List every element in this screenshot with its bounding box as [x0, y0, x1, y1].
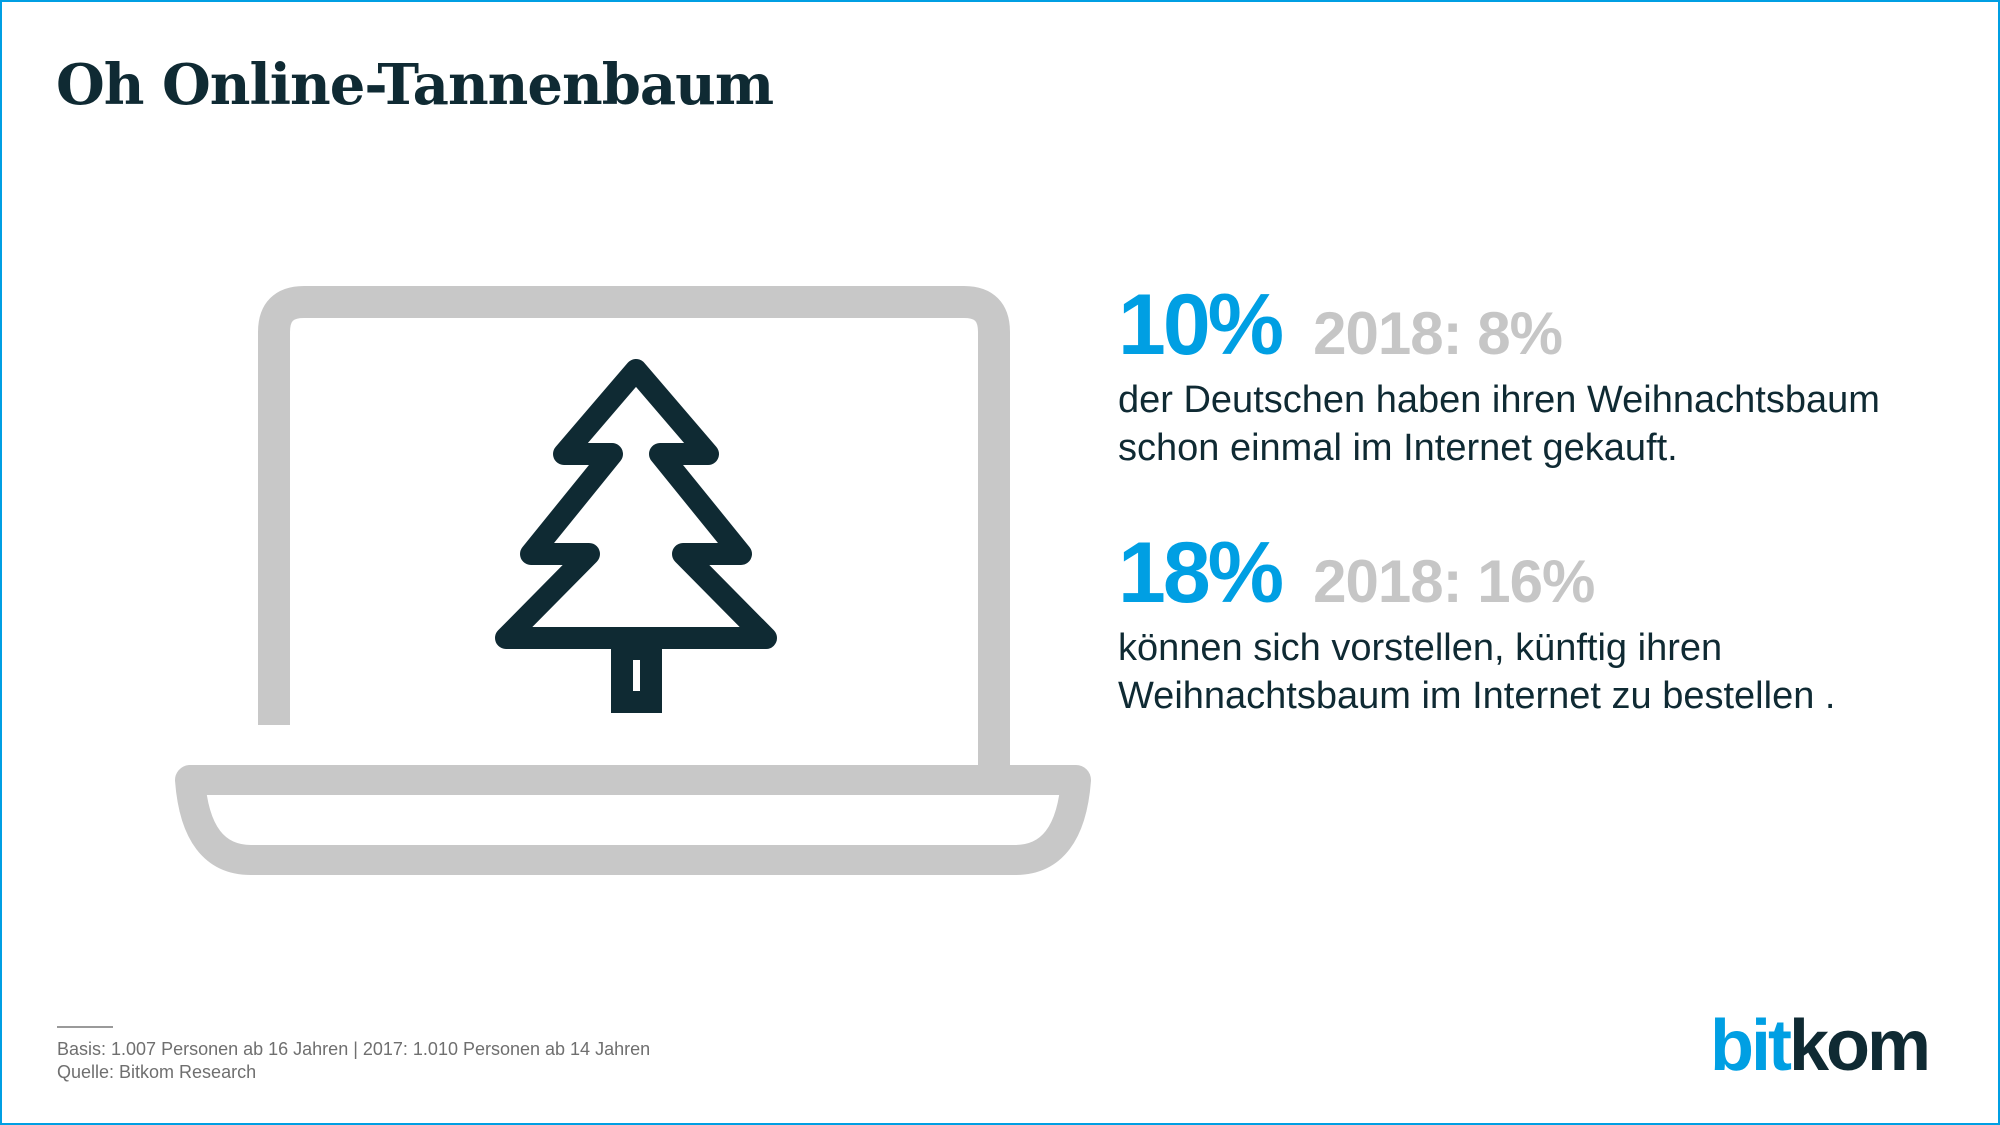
logo-part-kom: kom	[1788, 1006, 1931, 1086]
stat-block-could-imagine: 18% 2018: 16% können sich vorstellen, kü…	[1118, 530, 1835, 720]
stat-head: 18% 2018: 16%	[1118, 530, 1835, 616]
stat-description-line: Weihnachtsbaum im Internet zu bestellen …	[1118, 675, 1836, 717]
stat-description-line: der Deutschen haben ihren Weihnachtsbaum	[1118, 379, 1880, 421]
stat-description: der Deutschen haben ihren Weihnachtsbaum…	[1118, 376, 1880, 472]
footnote-basis: Basis: 1.007 Personen ab 16 Jahren | 201…	[57, 1039, 651, 1059]
stat-value: 18%	[1118, 525, 1284, 621]
stat-description-line: schon einmal im Internet gekauft.	[1118, 427, 1678, 469]
christmas-tree-icon	[495, 359, 777, 713]
laptop-icon	[175, 286, 1091, 875]
footnote-divider	[57, 1026, 113, 1028]
stat-previous-year: 2018: 8%	[1313, 300, 1563, 367]
stat-previous-year: 2018: 16%	[1313, 548, 1595, 615]
stat-head: 10% 2018: 8%	[1118, 282, 1880, 368]
stat-description: können sich vorstellen, künftig ihren We…	[1118, 624, 1835, 720]
stat-description-line: können sich vorstellen, künftig ihren	[1118, 627, 1723, 669]
footnote: Basis: 1.007 Personen ab 16 Jahren | 201…	[57, 1038, 650, 1084]
laptop-illustration	[175, 286, 1091, 875]
stat-value: 10%	[1118, 277, 1284, 373]
page-title: Oh Online-Tannenbaum	[56, 52, 774, 118]
stat-block-online-bought: 10% 2018: 8% der Deutschen haben ihren W…	[1118, 282, 1880, 472]
footnote-source: Quelle: Bitkom Research	[57, 1062, 257, 1082]
logo-part-bit: bit	[1709, 1006, 1792, 1086]
bitkom-logo: bitkom	[1710, 1010, 1931, 1082]
